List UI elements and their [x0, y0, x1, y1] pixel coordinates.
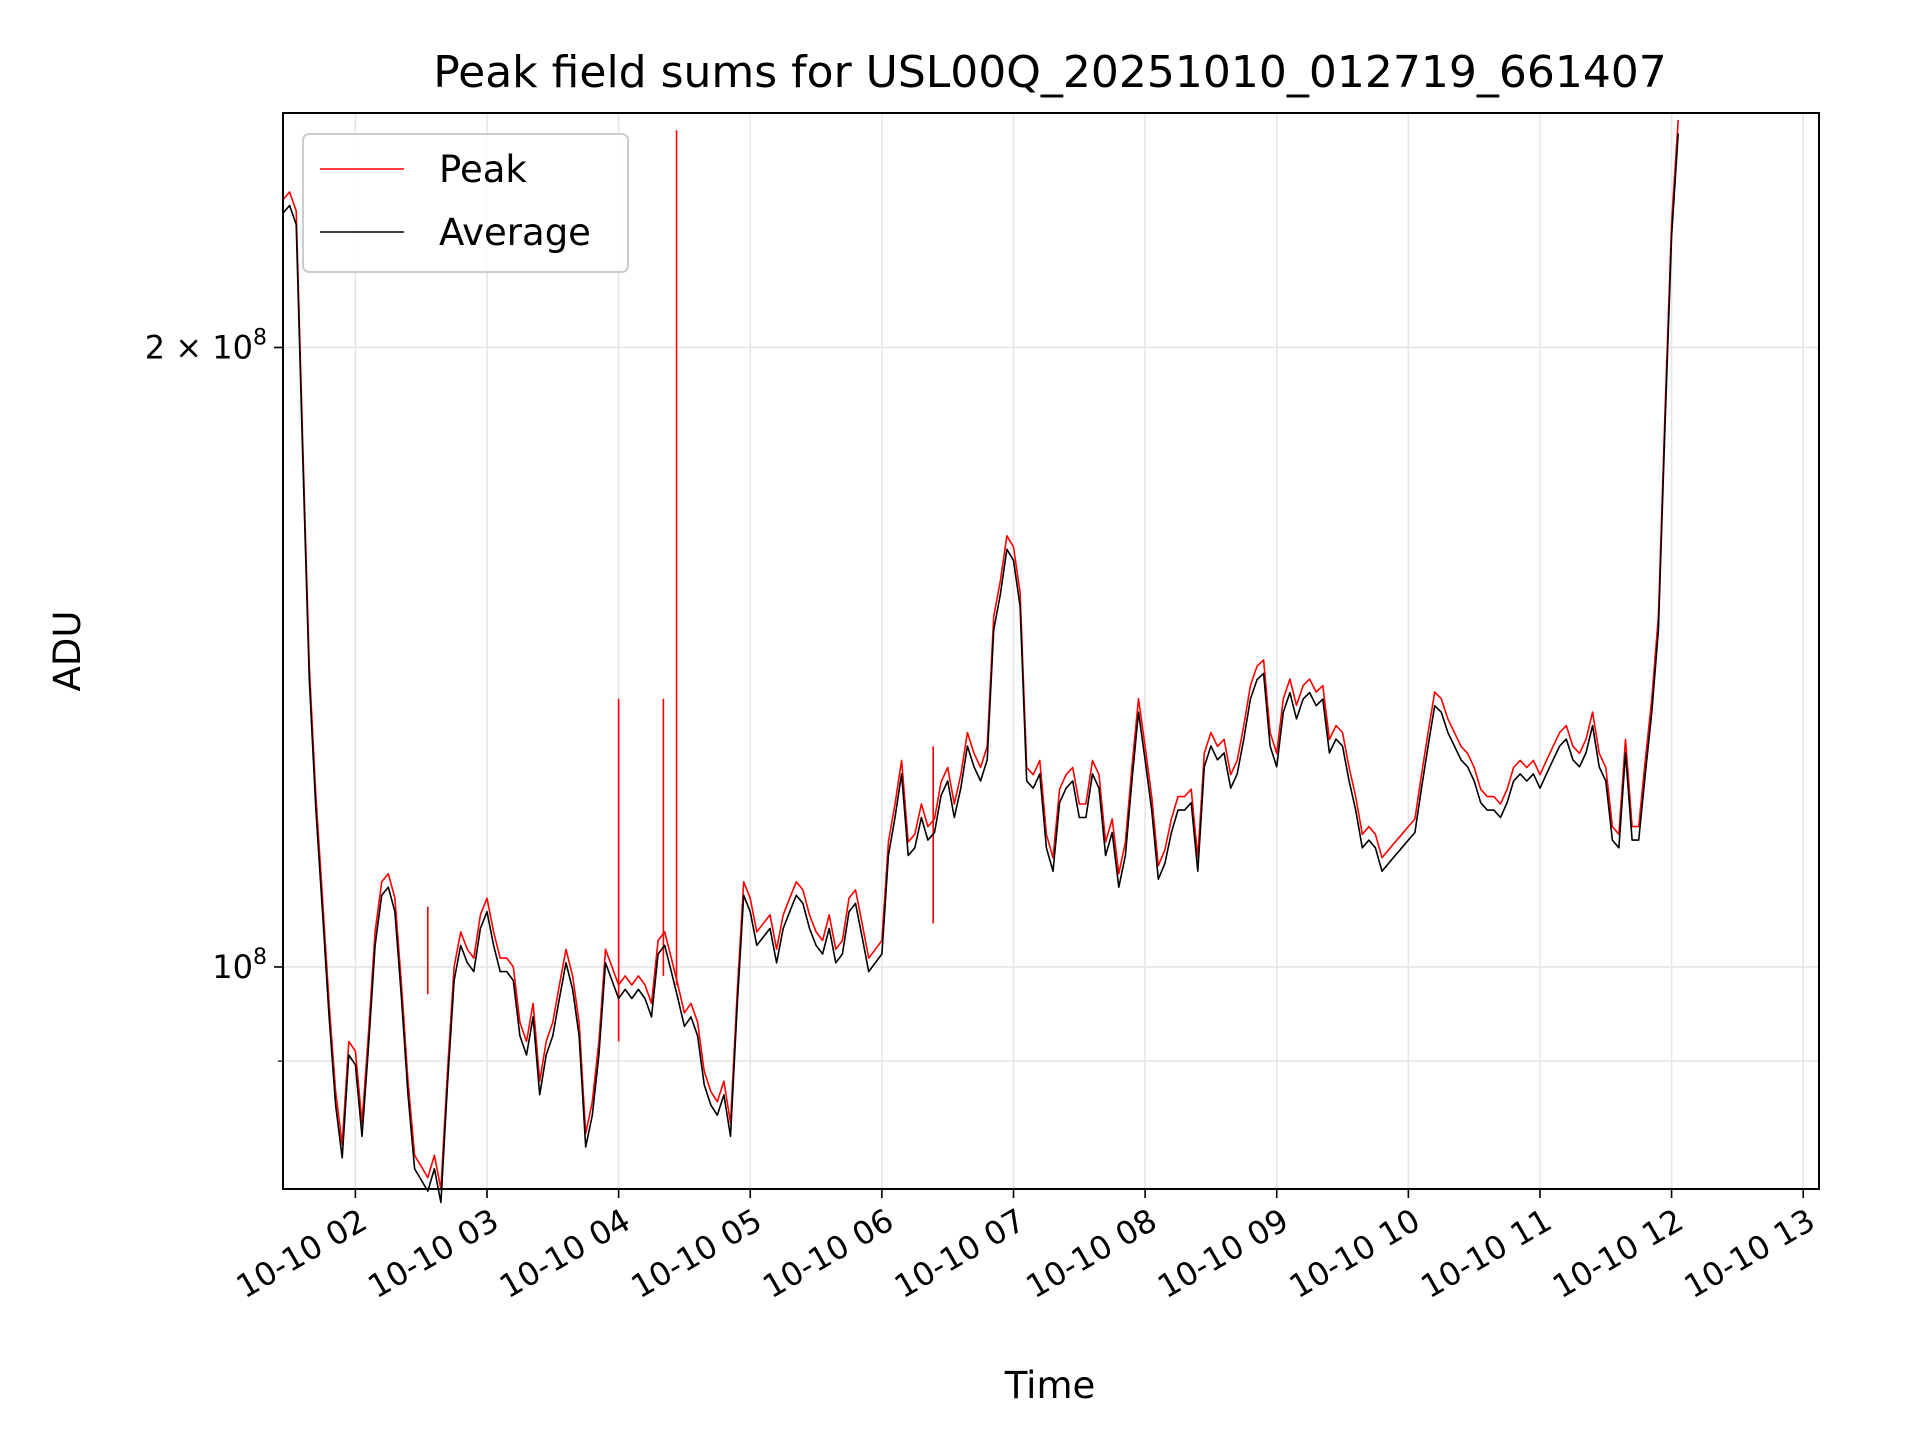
grid [283, 113, 1819, 1189]
x-axis-label: Time [1004, 1364, 1096, 1407]
chart-title: Peak field sums for USL00Q_20251010_0127… [433, 47, 1667, 98]
series-line-peak [282, 119, 1679, 1190]
series-line-average [282, 133, 1679, 1204]
y-tick-label: 108 [212, 945, 267, 986]
legend: Peak Average [302, 133, 629, 273]
y-axis: 108 2 × 108 [145, 325, 283, 1062]
plot-area [282, 119, 1679, 1204]
legend-label-peak: Peak [439, 148, 527, 191]
legend-label-average: Average [439, 211, 591, 254]
axes-frame [282, 112, 1820, 1190]
y-tick-label: 2 × 108 [145, 325, 267, 366]
y-axis-label: ADU [46, 611, 89, 692]
